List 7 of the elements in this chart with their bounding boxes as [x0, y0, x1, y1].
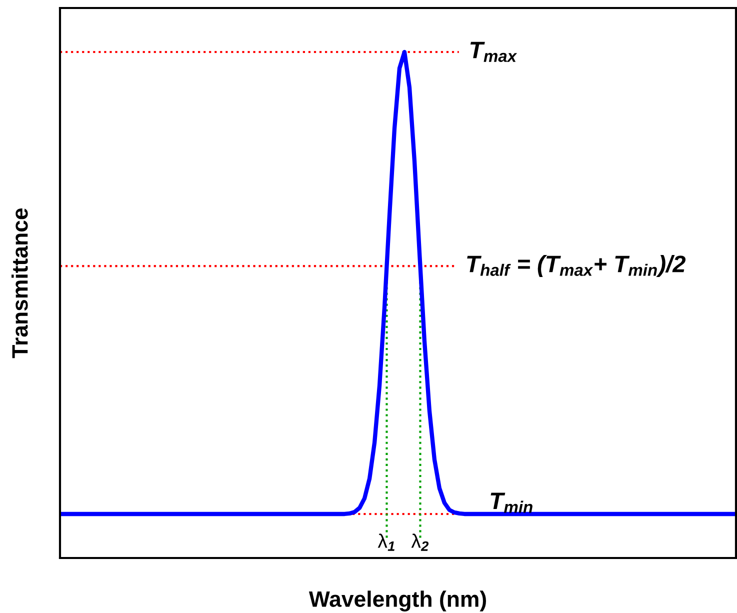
x-axis-title: Wavelength (nm) [308, 590, 486, 612]
annotation: λ$_{1}$ [378, 534, 394, 551]
ref-line-label: T$_{max}$ [470, 42, 518, 62]
annotation: λ$_{2}$ [411, 534, 429, 551]
ref-line-label: T$_{half}$ = (T$_{max}$+ T$_{min}$)/2 [467, 254, 686, 277]
y-axis-title: Transmittance [12, 208, 28, 358]
ref-line-label: T$_{min}$ [490, 492, 532, 513]
